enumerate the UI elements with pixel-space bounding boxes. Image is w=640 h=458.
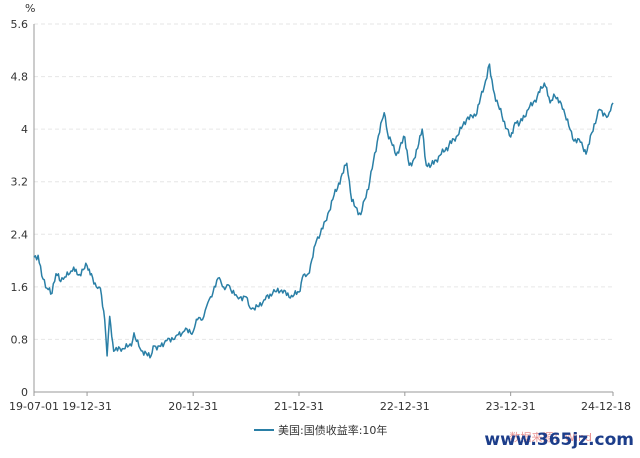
x-tick-label: 23-12-31 [486, 400, 536, 413]
x-tick-label: 19-12-31 [62, 400, 112, 413]
legend-label: 美国:国债收益率:10年 [278, 423, 387, 437]
source-note: 数据来源：Wind [509, 431, 592, 444]
y-axis: 0 0.8 1.6 2.4 3.2 4 4.8 5.6 [11, 18, 35, 399]
watermark: www.365jz.com [484, 430, 634, 450]
series-layer [33, 63, 614, 359]
series-line-0 [33, 63, 614, 359]
x-tick-label: 20-12-31 [168, 400, 218, 413]
legend[interactable]: 美国:国债收益率:10年 [254, 423, 387, 437]
x-tick-label: 21-12-31 [274, 400, 324, 413]
y-tick-label: 2.4 [11, 228, 29, 241]
y-tick-label: 0.8 [11, 333, 29, 346]
y-tick-label: 4.8 [11, 71, 29, 84]
y-tick-label: 0 [21, 386, 28, 399]
x-tick-label: 24-12-18 [581, 400, 631, 413]
y-tick-label: 3.2 [11, 176, 29, 189]
y-tick-label: 1.6 [11, 281, 29, 294]
y-tick-label: 4 [21, 123, 28, 136]
y-unit-label: % [25, 2, 35, 15]
x-tick-label: 22-12-31 [380, 400, 430, 413]
gridlines [34, 23, 613, 340]
y-tick-label: 5.6 [11, 18, 29, 31]
x-axis: 19-07-01 19-12-31 20-12-31 21-12-31 22-12-31… [9, 391, 631, 413]
x-tick-label: 19-07-01 [9, 400, 59, 413]
